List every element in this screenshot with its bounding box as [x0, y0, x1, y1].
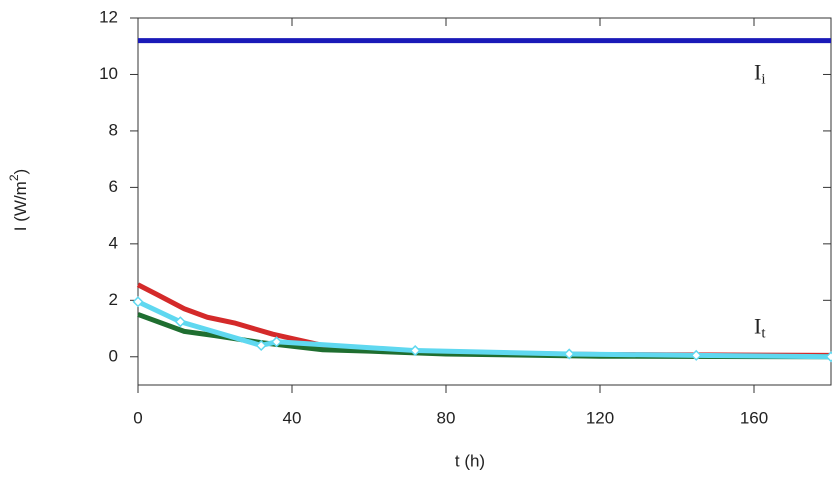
x-tick-label: 80 [437, 408, 456, 427]
y-tick-label: 2 [109, 290, 118, 309]
y-axis-label: I (W/m2) [7, 169, 30, 231]
annotation: Ii [754, 60, 766, 88]
y-tick-label: 10 [99, 64, 118, 83]
x-tick-label: 160 [740, 408, 768, 427]
y-tick-label: 0 [109, 346, 118, 365]
x-tick-label: 40 [283, 408, 302, 427]
y-tick-label: 4 [109, 233, 118, 252]
y-label-main: I (W/m [11, 181, 30, 231]
series-line [138, 302, 831, 357]
annotation: It [754, 314, 766, 342]
y-label-end: ) [11, 169, 30, 175]
y-tick-label: 8 [109, 120, 118, 139]
x-tick-label: 0 [133, 408, 142, 427]
annotation-sub: i [761, 72, 765, 88]
series-line [138, 285, 831, 356]
y-tick-label: 6 [109, 177, 118, 196]
x-axis-label: t (h) [455, 451, 485, 470]
annotation-main: I [754, 314, 761, 339]
annotation-sub: t [761, 326, 766, 342]
x-tick-label: 120 [586, 408, 614, 427]
y-tick-label: 12 [99, 7, 118, 26]
annotation-main: I [754, 60, 761, 85]
plot-frame [138, 18, 831, 385]
